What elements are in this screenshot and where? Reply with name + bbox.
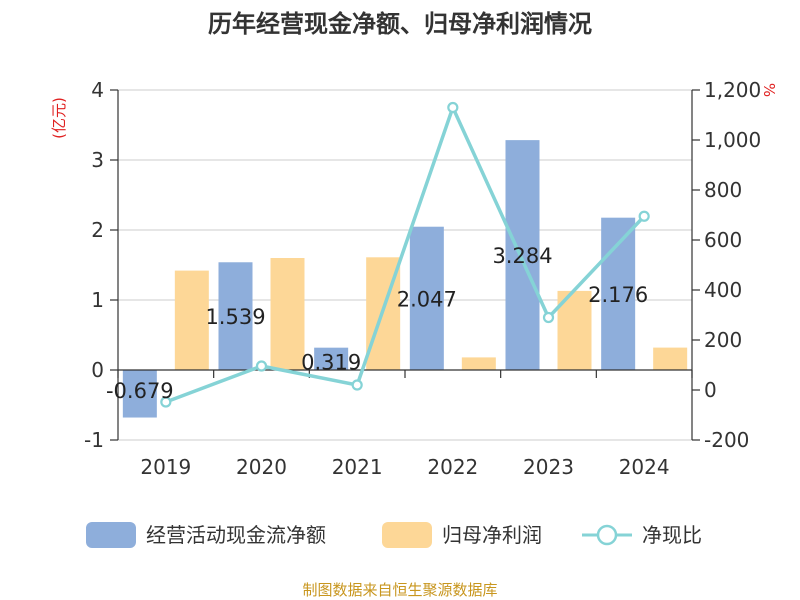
ratio-point	[351, 379, 363, 391]
left-tick-label: 0	[91, 358, 104, 382]
cash-flow-data-label: 2.047	[397, 287, 457, 311]
legend: 经营活动现金流净额 归母净利润 净现比	[86, 522, 702, 548]
bars	[122, 140, 688, 418]
x-tick-label: 2023	[523, 455, 574, 479]
source-note: 制图数据来自恒生聚源数据库	[302, 581, 497, 599]
cash-flow-bar	[505, 140, 540, 370]
right-tick-label: -200	[704, 428, 749, 452]
cash-flow-data-label: 1.539	[205, 305, 265, 329]
right-tick-label: 800	[704, 178, 742, 202]
cash-flow-data-label: -0.679	[106, 379, 174, 403]
net-profit-bar	[270, 258, 305, 370]
right-tick-label: 200	[704, 328, 742, 352]
data-labels: -0.679 1.539 0.319 2.047 3.284 2.176	[106, 244, 648, 403]
left-tick-label: 3	[91, 148, 104, 172]
right-tick-label: 1,000	[704, 128, 761, 152]
ratio-point	[160, 396, 172, 408]
right-tick-label: 1,200	[704, 78, 761, 102]
legend-swatch-cash-flow	[86, 522, 136, 548]
cash-flow-bar	[314, 347, 349, 370]
left-tick-label: 4	[91, 78, 104, 102]
net-profit-bar	[174, 270, 209, 370]
net-profit-bar	[653, 347, 688, 370]
ratio-point	[255, 360, 268, 372]
cash-flow-bar	[218, 262, 253, 370]
x-tick-label: 2024	[619, 455, 670, 479]
cash-flow-bar	[409, 226, 444, 370]
legend-label-cash-flow: 经营活动现金流净额	[146, 523, 326, 547]
legend-marker-ratio	[596, 524, 618, 546]
right-axis-unit: %	[760, 83, 778, 97]
ratio-polyline	[165, 105, 646, 404]
left-axis-unit: (亿元)	[50, 97, 68, 139]
right-tick-label: 600	[704, 228, 742, 252]
chart-title: 历年经营现金净额、归母净利润情况	[208, 10, 592, 38]
ratio-point	[638, 210, 650, 222]
x-tick-label: 2022	[427, 455, 478, 479]
cash-flow-data-label: 2.176	[588, 283, 648, 307]
net-profit-bar	[461, 357, 496, 370]
cash-flow-bar	[122, 370, 157, 418]
left-tick-label: 1	[91, 288, 104, 312]
legend-label-net-profit: 归母净利润	[442, 523, 542, 547]
x-tick-label: 2020	[236, 455, 287, 479]
x-tick-label: 2021	[332, 455, 383, 479]
legend-swatch-net-profit	[382, 522, 432, 548]
legend-label-ratio: 净现比	[642, 523, 702, 547]
ratio-point	[447, 101, 459, 114]
right-tick-label: 400	[704, 278, 742, 302]
cash-flow-data-label: 0.319	[301, 351, 361, 375]
ratio-line	[160, 101, 650, 408]
left-tick-label: 2	[91, 218, 104, 242]
ratio-point	[542, 311, 555, 324]
axes: -1 0 1 2 3 4 -200 0 200 400 600 800 1,000 1,200 2019 20…	[84, 78, 761, 479]
x-tick-label: 2019	[140, 455, 191, 479]
cash-flow-data-label: 3.284	[492, 244, 552, 268]
left-tick-label: -1	[84, 428, 104, 452]
right-tick-label: 0	[704, 378, 717, 402]
